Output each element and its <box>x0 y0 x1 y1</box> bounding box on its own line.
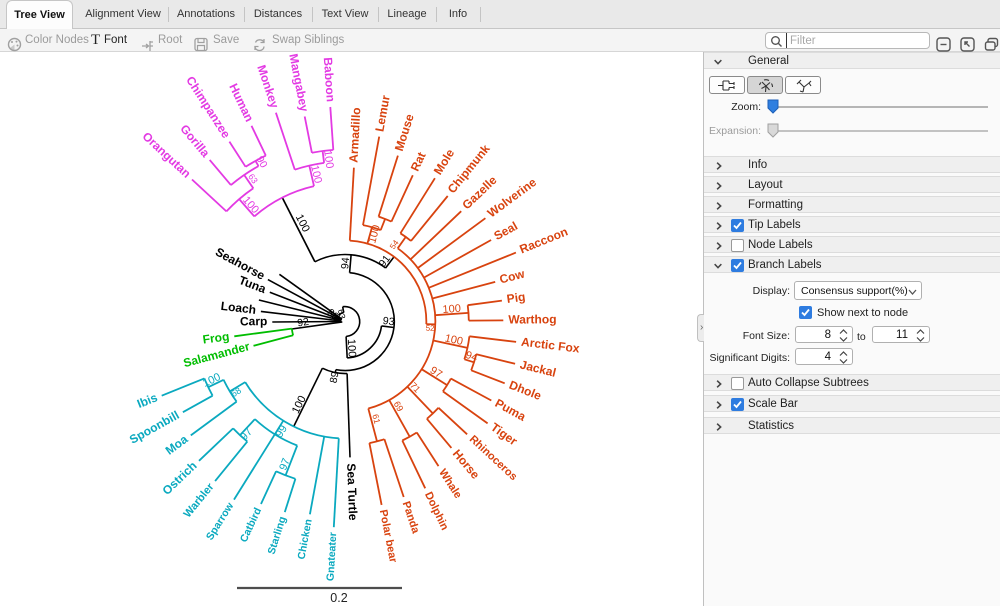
svg-text:Moa: Moa <box>163 432 191 458</box>
svg-text:100: 100 <box>293 212 312 234</box>
svg-text:Human: Human <box>226 81 256 124</box>
svg-text:97: 97 <box>277 457 293 473</box>
svg-text:Puma: Puma <box>493 396 529 424</box>
svg-text:89: 89 <box>329 371 342 385</box>
svg-text:Jackal: Jackal <box>519 357 558 379</box>
svg-text:Raccoon: Raccoon <box>518 224 570 256</box>
svg-text:Mouse: Mouse <box>392 112 417 153</box>
svg-text:Tiger: Tiger <box>488 420 520 449</box>
svg-text:100: 100 <box>442 303 461 316</box>
svg-text:Mangabey: Mangabey <box>286 53 311 114</box>
svg-text:100: 100 <box>321 149 335 169</box>
svg-text:Ostrich: Ostrich <box>160 459 200 498</box>
svg-text:100: 100 <box>290 394 309 416</box>
svg-text:Gnateater: Gnateater <box>325 532 340 582</box>
svg-text:Pig: Pig <box>506 290 526 306</box>
svg-text:Mole: Mole <box>431 146 458 177</box>
svg-text:Warthog: Warthog <box>508 312 556 326</box>
svg-text:Carp: Carp <box>240 314 267 328</box>
svg-text:100: 100 <box>201 371 223 390</box>
svg-text:0.2: 0.2 <box>330 591 347 605</box>
svg-text:63: 63 <box>246 172 260 186</box>
svg-text:Sea Turtle: Sea Turtle <box>344 463 360 521</box>
svg-text:Rat: Rat <box>408 150 429 173</box>
svg-text:94: 94 <box>339 257 352 270</box>
svg-text:Chicken: Chicken <box>296 518 315 560</box>
svg-text:92: 92 <box>296 316 309 330</box>
svg-text:Polar bear: Polar bear <box>377 509 399 565</box>
svg-text:100: 100 <box>345 339 358 358</box>
svg-text:Gorilla: Gorilla <box>177 122 212 160</box>
svg-text:69: 69 <box>392 399 406 413</box>
svg-text:Armadillo: Armadillo <box>346 107 363 163</box>
svg-text:Arctic Fox: Arctic Fox <box>520 335 580 356</box>
svg-text:Cow: Cow <box>498 266 527 286</box>
svg-text:Dolphin: Dolphin <box>422 490 451 532</box>
svg-text:94: 94 <box>464 349 479 364</box>
svg-text:Monkey: Monkey <box>254 63 281 110</box>
svg-text:71: 71 <box>408 380 422 394</box>
svg-text:Ibis: Ibis <box>135 390 160 411</box>
svg-text:52: 52 <box>426 324 436 333</box>
svg-text:97: 97 <box>428 364 445 381</box>
svg-text:Seal: Seal <box>492 219 520 243</box>
svg-text:Catbird: Catbird <box>238 506 264 544</box>
svg-text:Panda: Panda <box>400 500 422 536</box>
svg-text:100: 100 <box>444 332 464 348</box>
svg-text:Starling: Starling <box>266 515 289 556</box>
svg-text:Lemur: Lemur <box>372 94 392 133</box>
svg-text:93: 93 <box>382 315 395 328</box>
svg-text:100: 100 <box>308 164 324 185</box>
svg-text:91: 91 <box>377 253 393 269</box>
svg-text:Baboon: Baboon <box>321 57 338 103</box>
svg-text:Dhole: Dhole <box>507 378 543 403</box>
svg-text:Whale: Whale <box>436 467 464 501</box>
svg-text:Sparrow: Sparrow <box>204 500 237 543</box>
svg-text:Warbler: Warbler <box>182 481 217 521</box>
